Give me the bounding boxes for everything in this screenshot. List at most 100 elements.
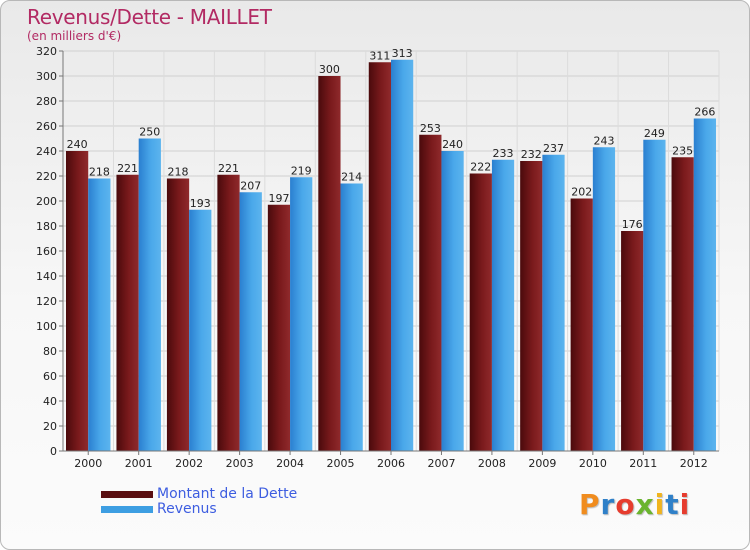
data-label: 218 xyxy=(89,166,110,179)
x-tick-label: 2010 xyxy=(579,457,607,470)
logo-letter: i xyxy=(679,488,691,521)
bar-revenus xyxy=(643,139,666,451)
x-tick-label: 2008 xyxy=(478,457,506,470)
data-label: 221 xyxy=(117,162,138,175)
bar-revenus xyxy=(693,118,716,451)
x-tick-label: 2012 xyxy=(680,457,708,470)
x-tick-label: 2006 xyxy=(377,457,405,470)
bar-revenus xyxy=(340,183,363,451)
data-label: 235 xyxy=(672,144,693,157)
bar-dette xyxy=(318,76,341,451)
data-label: 222 xyxy=(470,161,491,174)
data-label: 193 xyxy=(190,197,211,210)
y-tick-label: 240 xyxy=(36,145,57,158)
bar-dette xyxy=(267,204,291,451)
logo-letter: r xyxy=(600,488,616,521)
y-tick-label: 160 xyxy=(36,245,57,258)
y-tick-label: 40 xyxy=(43,395,57,408)
x-tick-label: 2009 xyxy=(528,457,556,470)
data-label: 202 xyxy=(571,186,592,199)
x-tick-label: 2004 xyxy=(276,457,304,470)
y-tick-label: 300 xyxy=(36,70,57,83)
bar-revenus xyxy=(189,209,212,451)
y-tick-label: 180 xyxy=(36,220,57,233)
data-label: 214 xyxy=(341,171,362,184)
x-tick-label: 2001 xyxy=(125,457,153,470)
bar-dette xyxy=(570,198,593,451)
bar-dette xyxy=(469,173,492,451)
bar-revenus xyxy=(592,147,616,451)
data-label: 237 xyxy=(543,142,564,155)
data-label: 218 xyxy=(168,166,189,179)
y-tick-label: 20 xyxy=(43,420,57,433)
data-label: 207 xyxy=(240,179,261,192)
bar-revenus xyxy=(239,192,262,451)
bar-dette xyxy=(368,62,391,451)
data-label: 240 xyxy=(67,138,88,151)
data-label: 249 xyxy=(644,127,665,140)
data-label: 253 xyxy=(420,122,441,135)
bar-dette xyxy=(217,174,240,451)
x-tick-label: 2011 xyxy=(629,457,657,470)
y-tick-label: 100 xyxy=(36,320,57,333)
axes: 0 20 40 60 80 100 120 140 160 180 200 220 240 260 280 3… xyxy=(36,45,719,470)
x-tick-label: 2002 xyxy=(175,457,203,470)
bar-revenus xyxy=(290,177,313,451)
proxiti-logo: Proxiti xyxy=(579,488,690,521)
data-label: 311 xyxy=(369,49,390,62)
data-label: 266 xyxy=(694,106,715,119)
bar-revenus xyxy=(391,59,414,451)
y-tick-label: 200 xyxy=(36,195,57,208)
bar-revenus xyxy=(491,159,515,451)
x-tick-label: 2003 xyxy=(226,457,254,470)
data-label: 219 xyxy=(291,164,312,177)
bar-revenus xyxy=(542,154,565,451)
data-label: 176 xyxy=(622,218,643,231)
bar-dette xyxy=(419,134,442,451)
data-label: 300 xyxy=(319,63,340,76)
y-tick-label: 0 xyxy=(50,445,57,458)
bar-dette xyxy=(66,151,89,451)
data-label: 250 xyxy=(139,126,160,139)
data-label: 233 xyxy=(493,147,514,160)
bar-dette xyxy=(621,231,644,451)
logo-letter: i xyxy=(654,488,666,521)
y-tick-label: 80 xyxy=(43,345,57,358)
logo-letter: o xyxy=(615,488,636,521)
bar-dette xyxy=(166,178,190,451)
data-label: 313 xyxy=(392,47,413,60)
logo-letter: t xyxy=(665,488,680,521)
legend-swatch-debt xyxy=(101,491,153,498)
bar-dette xyxy=(671,157,694,451)
data-label: 243 xyxy=(593,134,614,147)
y-tick-label: 220 xyxy=(36,170,57,183)
logo-letter: P xyxy=(579,488,601,521)
bar-revenus xyxy=(441,151,464,451)
legend-swatch-revenus xyxy=(101,506,153,513)
y-tick-label: 60 xyxy=(43,370,57,383)
data-label: 240 xyxy=(442,138,463,151)
bars xyxy=(66,59,716,451)
bar-revenus xyxy=(138,138,161,451)
chart-subtitle: (en milliers d'€) xyxy=(27,29,122,43)
logo-letter: x xyxy=(635,488,655,521)
data-label: 232 xyxy=(521,148,542,161)
chart-title: Revenus/Dette - MAILLET xyxy=(27,5,272,29)
data-label: 221 xyxy=(218,162,239,175)
bar-dette xyxy=(520,161,543,451)
bar-revenus xyxy=(88,178,111,451)
y-tick-label: 260 xyxy=(36,120,57,133)
bar-dette xyxy=(116,174,139,451)
data-label: 197 xyxy=(268,192,289,205)
legend-label-debt: Montant de la Dette xyxy=(157,486,298,502)
y-tick-label: 320 xyxy=(36,45,57,58)
y-tick-label: 280 xyxy=(36,95,57,108)
x-tick-label: 2005 xyxy=(327,457,355,470)
legend-label-revenus: Revenus xyxy=(157,501,217,517)
y-tick-label: 120 xyxy=(36,295,57,308)
y-tick-label: 140 xyxy=(36,270,57,283)
x-tick-label: 2000 xyxy=(74,457,102,470)
